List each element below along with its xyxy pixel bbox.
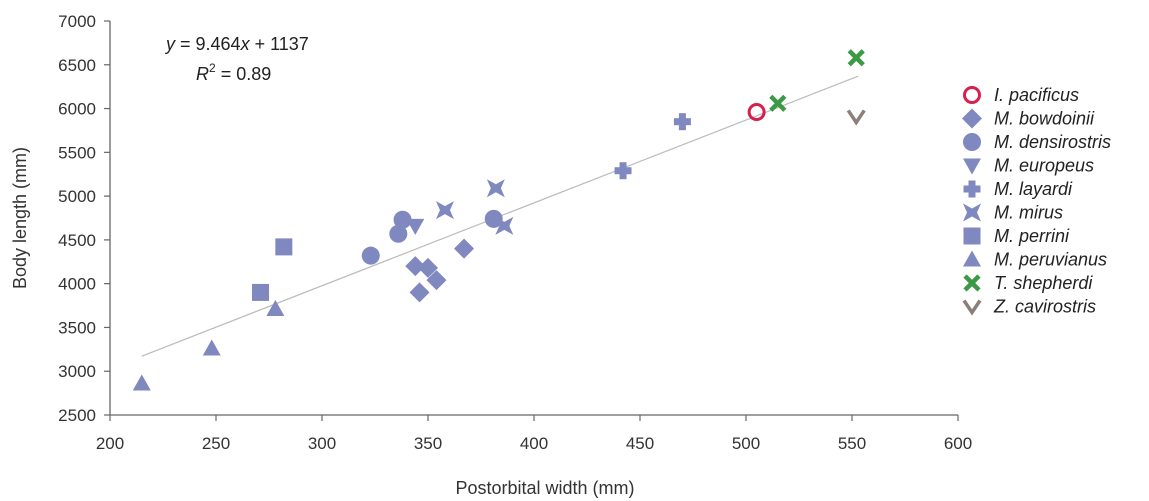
legend-label: M. perrini [994,226,1070,246]
legend-label: M. bowdoinii [994,109,1095,129]
data-point [614,162,632,180]
data-point [495,216,514,235]
data-point [132,374,151,391]
legend-marker [962,299,982,316]
equation-x: x [240,34,251,54]
data-point [252,283,270,301]
y-tick-label: 5500 [58,143,96,162]
legend-marker [963,274,981,292]
y-tick-label: 6500 [58,56,96,75]
legend-label: M. europeus [994,156,1094,176]
y-tick-label: 6000 [58,100,96,119]
x-tick-label: 250 [202,434,230,453]
y-tick-label: 4000 [58,275,96,294]
x-tick-label: 500 [732,434,760,453]
legend-marker [963,86,981,104]
y-tick-label: 4500 [58,231,96,250]
x-axis-label: Postorbital width (mm) [455,478,634,498]
y-tick-label: 3000 [58,362,96,381]
data-point [486,179,505,198]
regression-annotation: y = 9.464x + 1137 R2 = 0.89 [164,34,309,84]
equation-mid: = 9.464 [175,34,241,54]
data-point [406,218,425,235]
data-point [361,246,380,265]
data-point [435,201,454,220]
data-point [275,238,293,256]
r2-exponent: 2 [209,61,216,75]
y-tick-label: 5000 [58,187,96,206]
data-point [769,94,787,112]
y-tick-label: 3500 [58,318,96,337]
y-axis-label: Body length (mm) [10,147,30,289]
data-point [389,224,408,243]
data-point [405,256,426,277]
legend-marker [963,227,981,245]
legend-label: M. layardi [994,179,1073,199]
data-point [846,109,866,126]
equation-text: y = 9.464x + 1137 [164,34,309,54]
data-point [454,238,475,259]
equation-y: y [164,34,176,54]
x-tick-label: 200 [96,434,124,453]
r-squared-text: R2 = 0.89 [196,61,271,84]
data-point [202,339,221,356]
legend-label: Z. cavirostris [993,297,1096,317]
data-point [426,270,447,291]
x-tick-label: 350 [414,434,442,453]
legend-label: T. shepherdi [994,273,1093,293]
legend-label: M. mirus [994,203,1063,223]
data-point [847,49,865,67]
legend-marker [962,108,982,129]
y-tick-label: 2500 [58,406,96,425]
r2-base: R [196,64,209,84]
legend-label: I. pacificus [994,85,1079,105]
x-tick-label: 400 [520,434,548,453]
equation-suffix: + 1137 [250,34,309,54]
y-tick-label: 7000 [58,12,96,31]
legend-marker [963,180,981,198]
legend-marker [963,250,981,267]
x-tick-label: 450 [626,434,654,453]
data-points [132,49,866,391]
x-tick-label: 550 [838,434,866,453]
r2-value: = 0.89 [216,64,272,84]
legend-marker [963,158,981,175]
data-point [747,103,766,122]
legend-marker [963,133,981,151]
legend-label: M. densirostris [994,132,1111,152]
data-point [409,282,430,303]
x-tick-label: 300 [308,434,336,453]
axes: 200 250 300 350 400 450 500 550 600 2500 3000 3500 4… [58,12,972,453]
data-point [393,210,412,229]
x-tick-label: 600 [944,434,972,453]
data-point [266,300,285,317]
data-point [673,113,691,131]
data-point [418,257,438,278]
legend-label: M. peruvianus [994,250,1107,270]
legend: I. pacificus M. bowdoinii M. densirostris M… [962,85,1111,317]
legend-marker [963,203,981,222]
